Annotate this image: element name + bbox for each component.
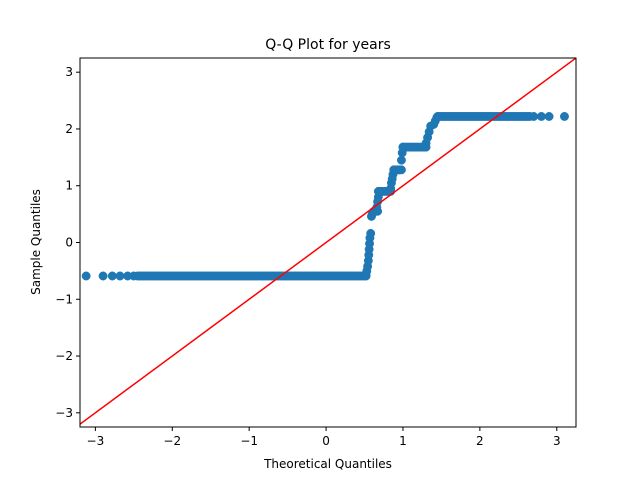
- x-tick-label: −3: [87, 434, 105, 448]
- data-point: [398, 142, 408, 152]
- data-point: [536, 112, 546, 121]
- x-tick-label: 1: [399, 434, 407, 448]
- y-tick-label: 3: [65, 65, 73, 79]
- data-points: [81, 112, 569, 281]
- data-point: [81, 271, 91, 281]
- y-tick-label: −2: [55, 349, 73, 363]
- data-point: [560, 112, 569, 121]
- data-point: [129, 271, 139, 281]
- reference-line-group: [80, 58, 576, 425]
- x-tick-label: −2: [163, 434, 181, 448]
- x-axis: −3 −2 −1 0 1 2 3: [87, 427, 561, 448]
- data-point: [115, 271, 125, 281]
- y-tick-label: −3: [55, 406, 73, 420]
- x-tick-label: 2: [476, 434, 484, 448]
- y-tick-label: 0: [65, 236, 73, 250]
- data-point: [374, 186, 384, 196]
- data-point: [396, 155, 406, 165]
- y-tick-label: 2: [65, 122, 73, 136]
- x-axis-label: Theoretical Quantiles: [263, 457, 392, 471]
- x-tick-label: 0: [322, 434, 330, 448]
- data-point: [366, 228, 376, 238]
- y-axis-label: Sample Quantiles: [29, 189, 43, 295]
- x-tick-label: −1: [240, 434, 258, 448]
- chart-title: Q-Q Plot for years: [265, 37, 391, 53]
- y-tick-label: 1: [65, 179, 73, 193]
- x-tick-label: 3: [553, 434, 561, 448]
- data-point: [107, 271, 117, 281]
- data-point: [98, 271, 108, 281]
- data-point: [529, 112, 539, 121]
- data-point: [544, 112, 554, 121]
- data-point: [394, 165, 404, 175]
- reference-line: [80, 58, 576, 425]
- y-tick-label: −1: [55, 292, 73, 306]
- data-point: [432, 113, 442, 123]
- y-axis: −3 −2 −1 0 1 2 3: [55, 65, 80, 420]
